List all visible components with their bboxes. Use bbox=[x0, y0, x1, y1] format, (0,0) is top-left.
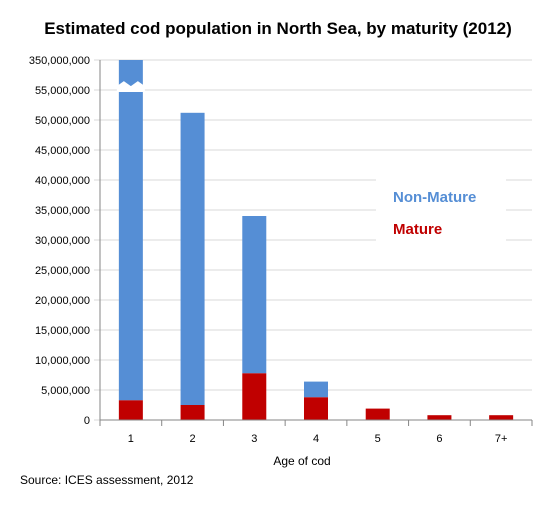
x-tick-labels: 1 2 3 4 5 6 7+ bbox=[128, 433, 508, 445]
y-tick-label: 350,000,000 bbox=[29, 55, 90, 67]
bar-break-gap bbox=[116, 83, 145, 92]
y-tick-label: 40,000,000 bbox=[35, 175, 90, 187]
x-tick-label: 4 bbox=[313, 433, 319, 445]
y-tick-label: 0 bbox=[84, 415, 90, 427]
y-tick-label: 10,000,000 bbox=[35, 355, 90, 367]
bar-mature-4 bbox=[304, 397, 328, 420]
y-tick-label: 5,000,000 bbox=[41, 385, 90, 397]
legend-box bbox=[376, 176, 506, 244]
bar-mature-3 bbox=[242, 373, 267, 420]
y-tick-label: 30,000,000 bbox=[35, 235, 90, 247]
legend-entry: Non-Mature bbox=[393, 189, 476, 206]
axis-break-marks bbox=[115, 81, 146, 92]
x-tick-label: 2 bbox=[190, 433, 196, 445]
y-tick-label: 50,000,000 bbox=[35, 115, 90, 127]
bars bbox=[118, 60, 514, 420]
x-tick-label: 7+ bbox=[495, 433, 508, 445]
bar-mature-5 bbox=[365, 408, 390, 420]
axes bbox=[99, 60, 533, 426]
bar-mature-7 bbox=[489, 415, 514, 420]
bar-non-mature-2 bbox=[180, 112, 205, 406]
y-tick-label: 55,000,000 bbox=[35, 85, 90, 97]
x-tick-label: 3 bbox=[251, 433, 257, 445]
y-tick-label: 45,000,000 bbox=[35, 145, 90, 157]
x-tick-label: 5 bbox=[375, 433, 381, 445]
y-tick-labels: 0 5,000,000 10,000,000 15,000,000 20,000,000… bbox=[29, 55, 90, 427]
bar-mature-2 bbox=[180, 405, 205, 420]
chart-title: Estimated cod population in North Sea, b… bbox=[44, 19, 512, 38]
bar-break-mark bbox=[115, 81, 146, 90]
y-tick-label: 35,000,000 bbox=[35, 205, 90, 217]
bar-non-mature-1 bbox=[118, 60, 143, 401]
y-tick-label: 15,000,000 bbox=[35, 325, 90, 337]
source-note: Source: ICES assessment, 2012 bbox=[20, 473, 194, 487]
bar-mature-1 bbox=[118, 400, 143, 420]
bar-non-mature-4 bbox=[304, 381, 328, 398]
gridlines bbox=[94, 59, 532, 421]
x-tick-label: 1 bbox=[128, 433, 134, 445]
y-tick-label: 20,000,000 bbox=[35, 295, 90, 307]
legend-entry: Mature bbox=[393, 221, 442, 238]
bar-mature-6 bbox=[427, 415, 452, 420]
y-tick-label: 25,000,000 bbox=[35, 265, 90, 277]
legend: Non-Mature Mature bbox=[376, 176, 506, 244]
x-tick-label: 6 bbox=[436, 433, 442, 445]
bar-non-mature-3 bbox=[242, 216, 267, 374]
x-axis-label: Age of cod bbox=[273, 454, 330, 468]
